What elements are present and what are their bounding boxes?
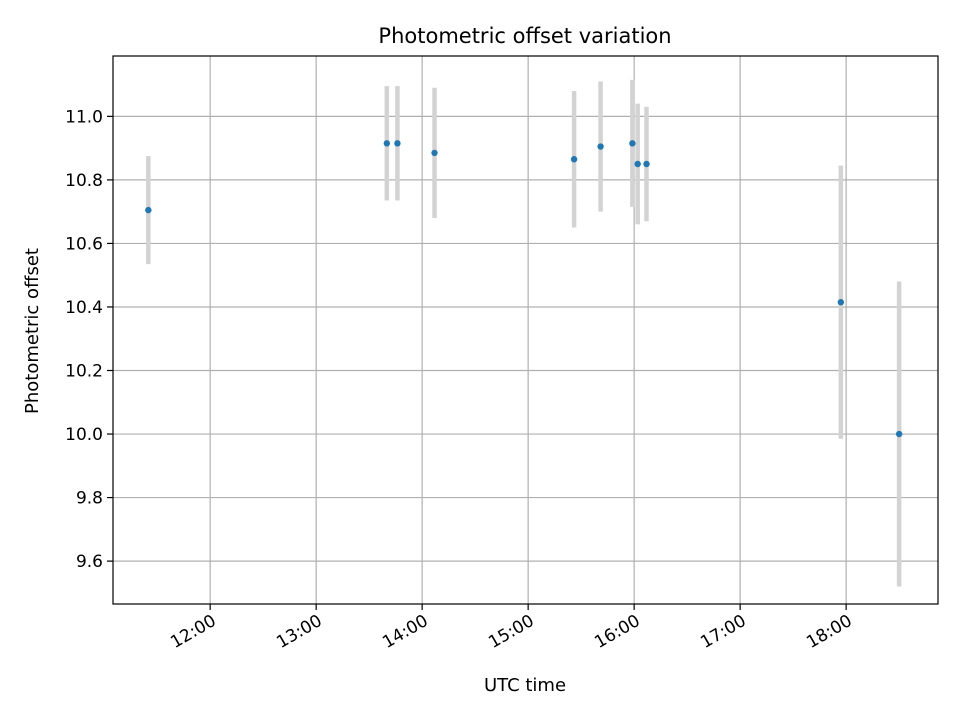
- y-tick-label: 10.8: [65, 171, 103, 191]
- data-point: [394, 140, 401, 147]
- data-point: [597, 143, 604, 150]
- data-point: [629, 140, 636, 147]
- data-point: [431, 149, 438, 157]
- x-axis-label: UTC time: [484, 675, 566, 696]
- y-tick-label: 10.6: [65, 234, 103, 254]
- y-tick-label: 11.0: [65, 107, 103, 127]
- data-point: [634, 160, 641, 168]
- y-tick-label: 9.8: [76, 489, 103, 509]
- data-point: [570, 156, 578, 163]
- y-axis-ticks: 9.6 9.8 10.0 10.2 10.4 10.6 10.8 11.0: [65, 107, 113, 572]
- chart-title: Photometric offset variation: [378, 24, 671, 48]
- data-point: [145, 206, 152, 214]
- data-point: [643, 160, 650, 168]
- data-points: [145, 140, 903, 438]
- y-tick-label: 10.0: [65, 425, 103, 445]
- y-axis-label: Photometric offset: [22, 248, 43, 414]
- y-tick-label: 10.4: [65, 298, 103, 318]
- data-point: [837, 299, 845, 306]
- data-point: [383, 140, 391, 147]
- data-point: [895, 430, 903, 438]
- plot-frame: [112, 55, 939, 605]
- y-tick-label: 10.2: [65, 362, 103, 382]
- grid: [113, 56, 938, 604]
- y-tick-label: 9.6: [76, 552, 103, 572]
